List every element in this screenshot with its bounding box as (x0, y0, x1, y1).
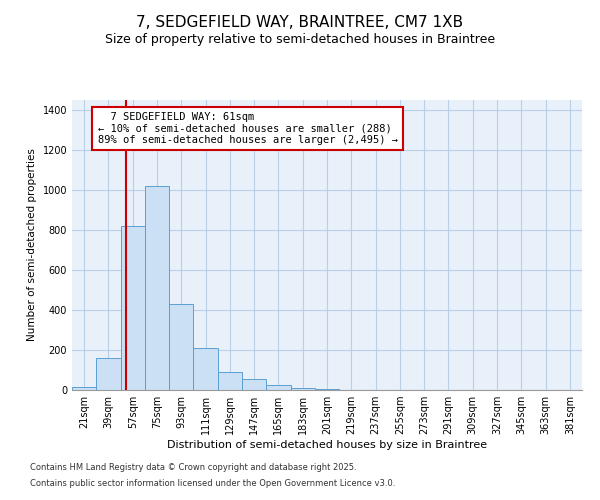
Text: Contains public sector information licensed under the Open Government Licence v3: Contains public sector information licen… (30, 478, 395, 488)
Bar (169, 304, 193, 390)
Text: 7 SEDGEFIELD WAY: 61sqm  
← 10% of semi-detached houses are smaller (288)
89% of: 7 SEDGEFIELD WAY: 61sqm ← 10% of semi-de… (97, 112, 398, 145)
Bar (96, 358, 121, 390)
Bar (242, 379, 266, 390)
Bar (72, 387, 96, 390)
Bar (290, 388, 315, 390)
Bar (193, 348, 218, 390)
Text: Contains HM Land Registry data © Crown copyright and database right 2025.: Contains HM Land Registry data © Crown c… (30, 464, 356, 472)
Bar (121, 226, 145, 390)
Text: Size of property relative to semi-detached houses in Braintree: Size of property relative to semi-detach… (105, 32, 495, 46)
X-axis label: Distribution of semi-detached houses by size in Braintree: Distribution of semi-detached houses by … (167, 440, 487, 450)
Y-axis label: Number of semi-detached properties: Number of semi-detached properties (27, 148, 37, 342)
Text: 7, SEDGEFIELD WAY, BRAINTREE, CM7 1XB: 7, SEDGEFIELD WAY, BRAINTREE, CM7 1XB (136, 15, 464, 30)
Bar (266, 385, 290, 390)
Bar (218, 372, 242, 390)
Bar (145, 186, 169, 390)
